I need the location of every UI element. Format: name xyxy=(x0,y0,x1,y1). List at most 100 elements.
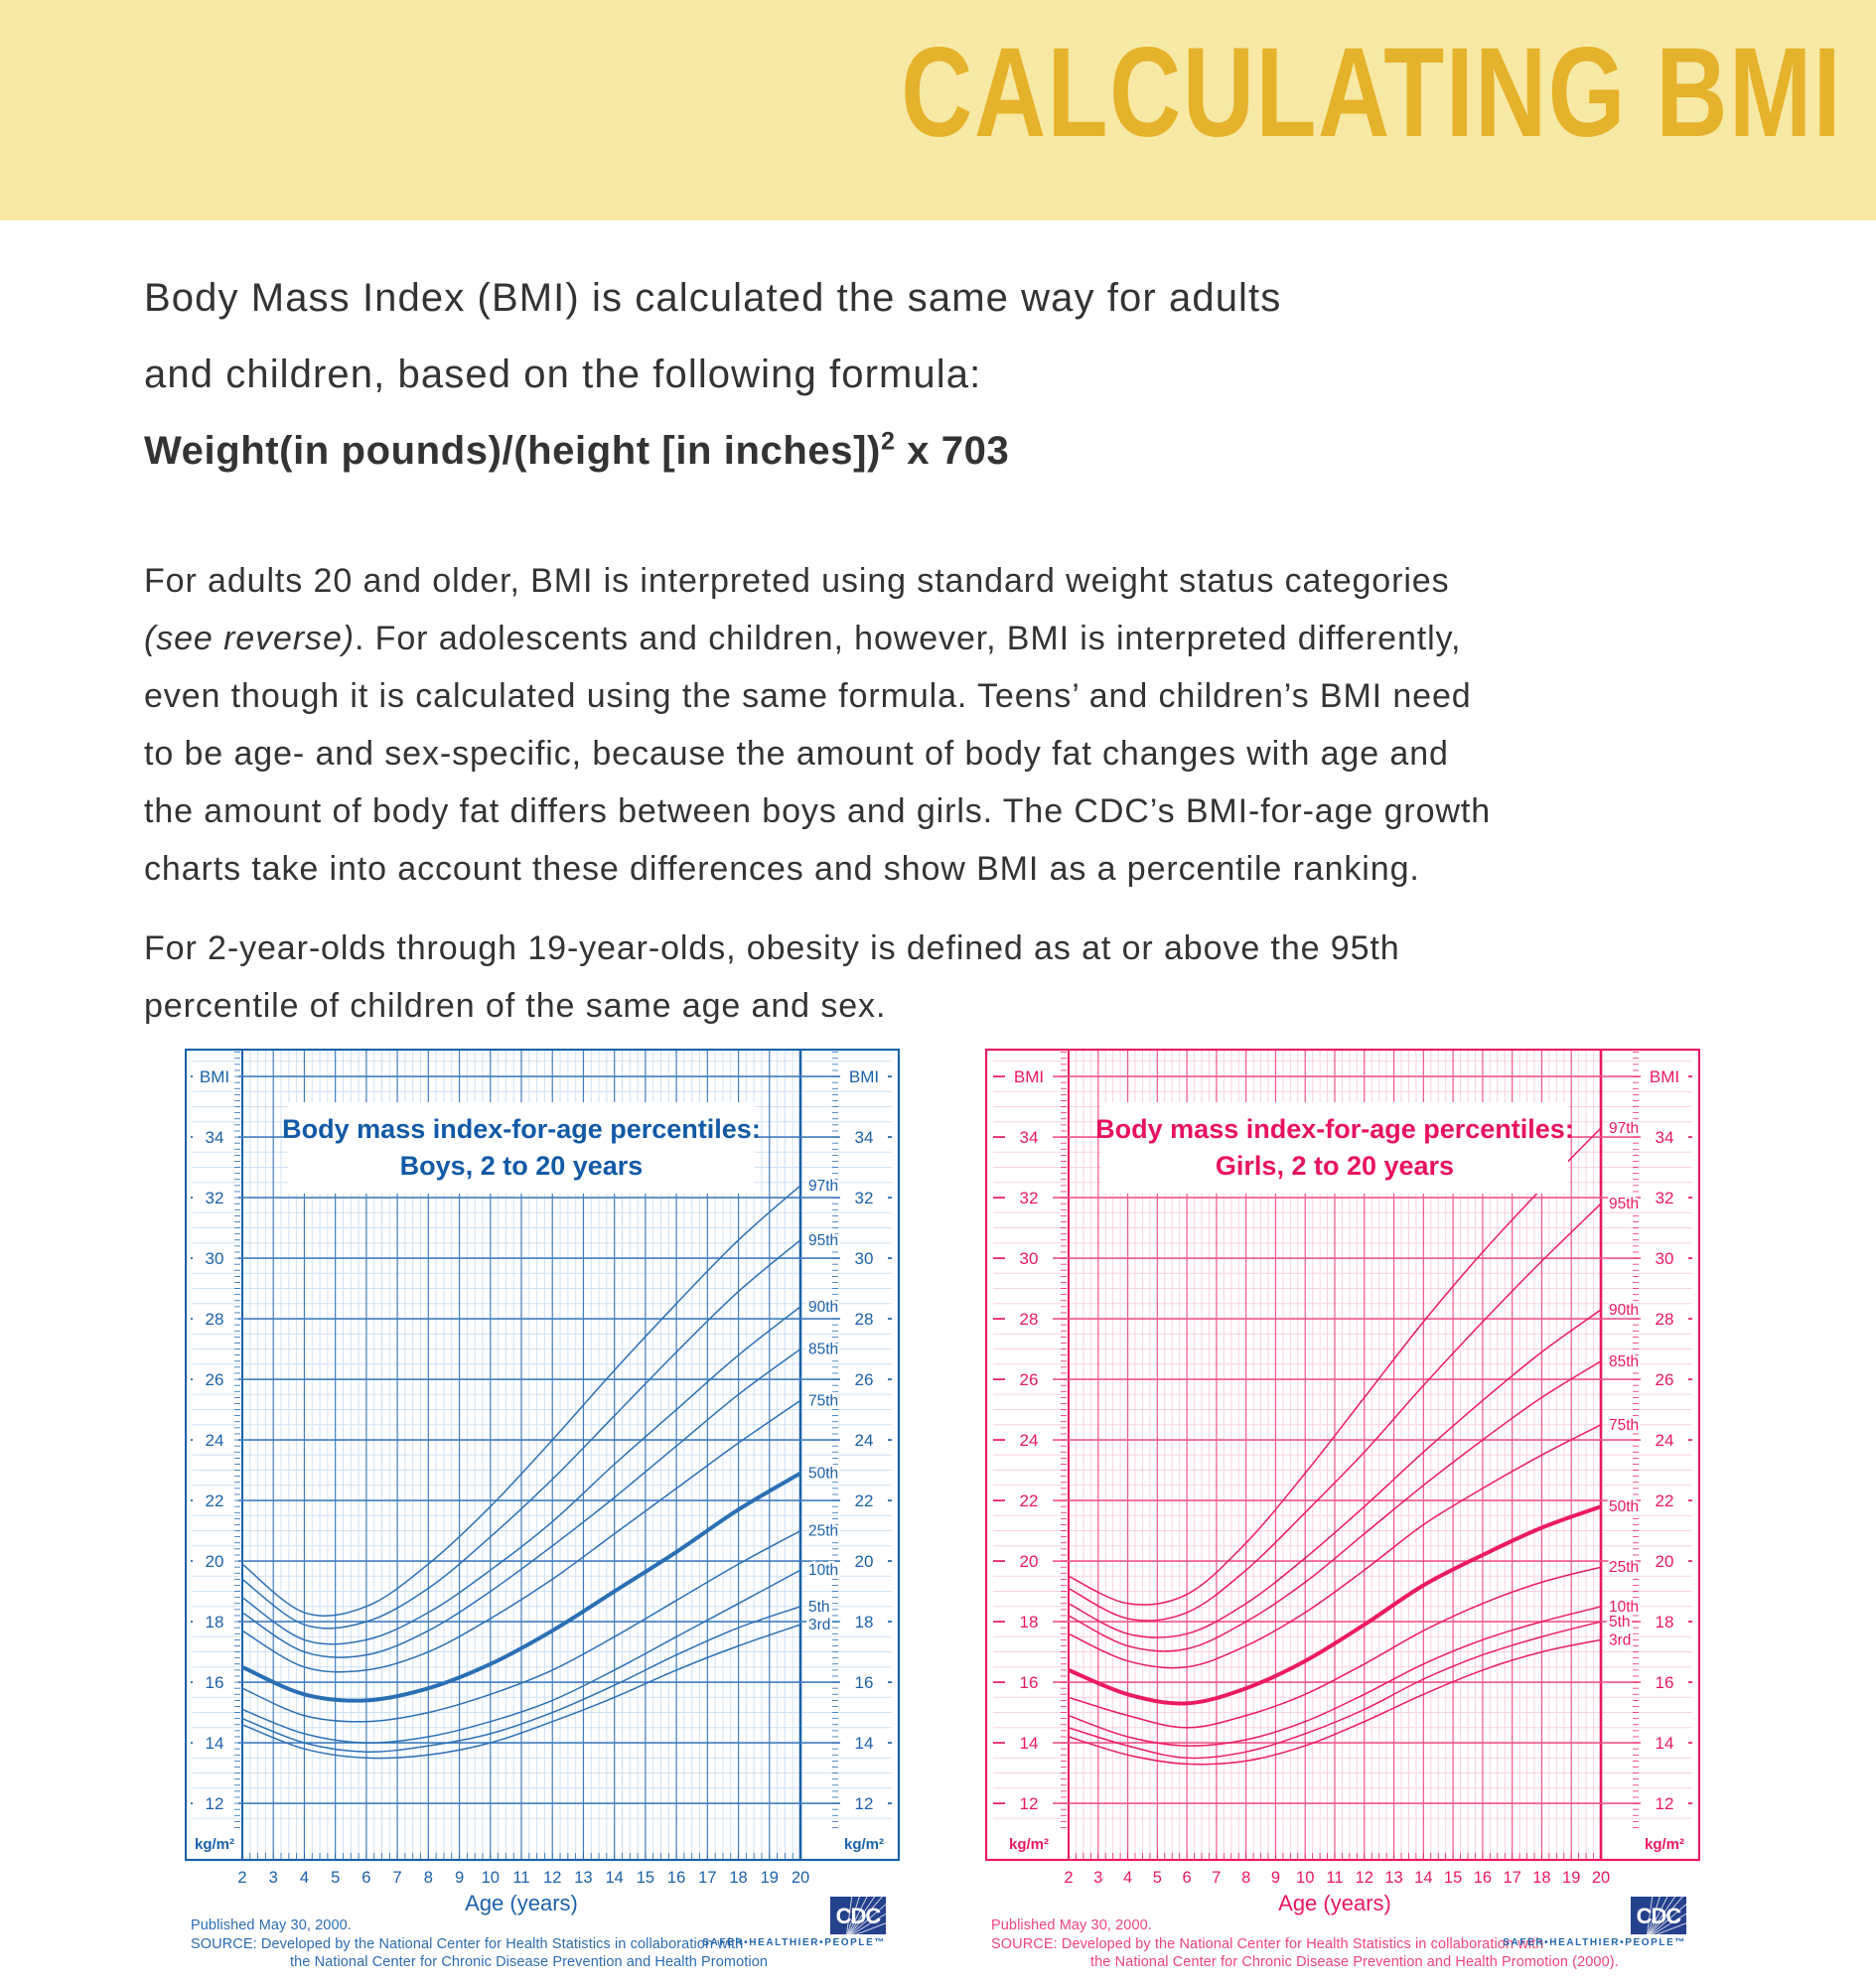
percentile-curve-95th xyxy=(1069,1203,1601,1622)
svg-text:10: 10 xyxy=(1296,1869,1314,1887)
percentile-curve-3rd xyxy=(1069,1638,1601,1766)
svg-text:20: 20 xyxy=(206,1552,224,1571)
header-band: CALCULATING BMI xyxy=(0,0,1876,220)
svg-text:26: 26 xyxy=(855,1370,874,1389)
svg-text:18: 18 xyxy=(1532,1869,1550,1887)
percentile-curve-5th xyxy=(242,1606,800,1753)
svg-text:14: 14 xyxy=(1656,1734,1674,1753)
percentile-curve-85th xyxy=(242,1348,800,1658)
svg-text:32: 32 xyxy=(1020,1189,1039,1207)
svg-text:16: 16 xyxy=(1020,1673,1039,1692)
percentile-curve-97th xyxy=(242,1185,800,1618)
intro-line-2: and children, based on the following for… xyxy=(144,353,982,396)
percentile-curve-75th xyxy=(1069,1424,1601,1669)
grid-minor xyxy=(193,1051,892,1861)
svg-text:19: 19 xyxy=(761,1869,779,1887)
svg-text:BMI: BMI xyxy=(1650,1067,1679,1086)
svg-text:18: 18 xyxy=(855,1613,874,1631)
percentile-label-85th: 85th xyxy=(808,1342,838,1358)
svg-text:19: 19 xyxy=(1562,1869,1580,1887)
svg-text:20: 20 xyxy=(792,1869,809,1887)
chart-subtitle: Girls, 2 to 20 years xyxy=(1216,1151,1454,1181)
body-line: percentile of children of the same age a… xyxy=(144,987,887,1025)
svg-text:12: 12 xyxy=(855,1794,874,1813)
intro-paragraph: Body Mass Index (BMI) is calculated the … xyxy=(144,260,1773,490)
percentile-label-90th: 90th xyxy=(808,1299,838,1316)
svg-text:30: 30 xyxy=(1020,1249,1039,1268)
percentile-label-5th: 5th xyxy=(1609,1614,1631,1631)
svg-text:14: 14 xyxy=(206,1734,224,1753)
percentile-label-97th: 97th xyxy=(808,1178,838,1195)
svg-text:30: 30 xyxy=(206,1249,224,1268)
svg-text:12: 12 xyxy=(543,1869,561,1887)
svg-text:24: 24 xyxy=(206,1431,224,1450)
cdc-tagline: SAFER•HEALTHIER•PEOPLE™ xyxy=(1503,1937,1686,1948)
svg-text:16: 16 xyxy=(1656,1673,1674,1692)
svg-text:18: 18 xyxy=(729,1869,747,1887)
svg-text:Age (years): Age (years) xyxy=(1278,1891,1391,1915)
body-line: For adults 20 and older, BMI is interpre… xyxy=(144,562,1450,600)
girls-chart-caption: Published May 30, 2000. SOURCE: Develope… xyxy=(991,1916,1619,1972)
svg-text:2: 2 xyxy=(1064,1869,1073,1887)
cdc-logo-text: CDC xyxy=(1637,1904,1682,1928)
body-line: the amount of body fat differs between b… xyxy=(144,792,1492,830)
girls-growth-chart: BMI BMI 34 34 32 32 30 30 28 28 26 26 24 24 22 22 20 20 18… xyxy=(985,1049,1700,1986)
svg-text:14: 14 xyxy=(1020,1734,1039,1753)
svg-text:16: 16 xyxy=(855,1673,874,1692)
svg-text:22: 22 xyxy=(1656,1491,1674,1510)
obesity-definition-paragraph: For 2-year-olds through 19-year-olds, ob… xyxy=(144,920,1812,1035)
body-line-rest: . For adolescents and children, however,… xyxy=(354,620,1462,657)
body-line: charts take into account these differenc… xyxy=(144,850,1420,888)
svg-text:10: 10 xyxy=(482,1869,500,1887)
svg-text:24: 24 xyxy=(1020,1431,1039,1450)
percentile-label-3rd: 3rd xyxy=(1609,1631,1631,1648)
percentile-curve-25th xyxy=(1069,1566,1601,1729)
svg-text:17: 17 xyxy=(1503,1869,1520,1887)
svg-text:6: 6 xyxy=(1183,1869,1192,1887)
svg-text:18: 18 xyxy=(1656,1613,1674,1631)
percentile-curve-50th xyxy=(1069,1504,1601,1706)
svg-text:26: 26 xyxy=(206,1370,224,1389)
published-date: Published May 30, 2000. xyxy=(191,1917,352,1933)
percentile-label-90th: 90th xyxy=(1609,1302,1639,1319)
svg-text:34: 34 xyxy=(206,1128,224,1147)
chart-title-box: Body mass index-for-age percentiles: Boys… xyxy=(282,1102,761,1194)
svg-text:32: 32 xyxy=(855,1189,874,1207)
svg-text:BMI: BMI xyxy=(849,1067,879,1086)
chart-subtitle: Boys, 2 to 20 years xyxy=(400,1151,644,1181)
svg-text:26: 26 xyxy=(1656,1370,1674,1389)
intro-line-1: Body Mass Index (BMI) is calculated the … xyxy=(144,276,1282,320)
percentile-curve-75th xyxy=(242,1399,800,1673)
svg-text:BMI: BMI xyxy=(200,1067,229,1086)
boys-growth-chart: BMI BMI 34 34 32 32 30 30 28 28 26 26 24 24 22 22 20 20 18… xyxy=(185,1049,900,1986)
page-title: CALCULATING BMI xyxy=(901,22,1842,164)
cdc-logo: CDC SAFER•HEALTHIER•PEOPLE™ xyxy=(702,1897,886,1948)
svg-text:12: 12 xyxy=(1020,1794,1039,1813)
svg-text:16: 16 xyxy=(667,1869,685,1887)
percentile-label-10th: 10th xyxy=(1609,1599,1639,1616)
svg-text:8: 8 xyxy=(1241,1869,1250,1887)
svg-text:20: 20 xyxy=(1656,1552,1674,1571)
percentile-curve-95th xyxy=(242,1239,800,1630)
svg-text:5: 5 xyxy=(331,1869,340,1887)
svg-text:18: 18 xyxy=(1020,1613,1039,1631)
published-date: Published May 30, 2000. xyxy=(991,1917,1152,1933)
chart-title: Body mass index-for-age percentiles: xyxy=(282,1114,761,1144)
percentile-curve-50th xyxy=(242,1471,800,1703)
percentile-curve-97th xyxy=(1069,1127,1601,1606)
svg-text:12: 12 xyxy=(1356,1869,1373,1887)
svg-text:8: 8 xyxy=(424,1869,433,1887)
svg-text:22: 22 xyxy=(855,1491,874,1510)
svg-text:16: 16 xyxy=(1474,1869,1492,1887)
svg-text:24: 24 xyxy=(855,1431,874,1450)
percentile-label-97th: 97th xyxy=(1609,1120,1639,1137)
svg-text:12: 12 xyxy=(1656,1794,1674,1813)
svg-text:3: 3 xyxy=(269,1869,278,1887)
svg-text:30: 30 xyxy=(855,1249,874,1268)
svg-text:kg/m²: kg/m² xyxy=(844,1836,884,1853)
